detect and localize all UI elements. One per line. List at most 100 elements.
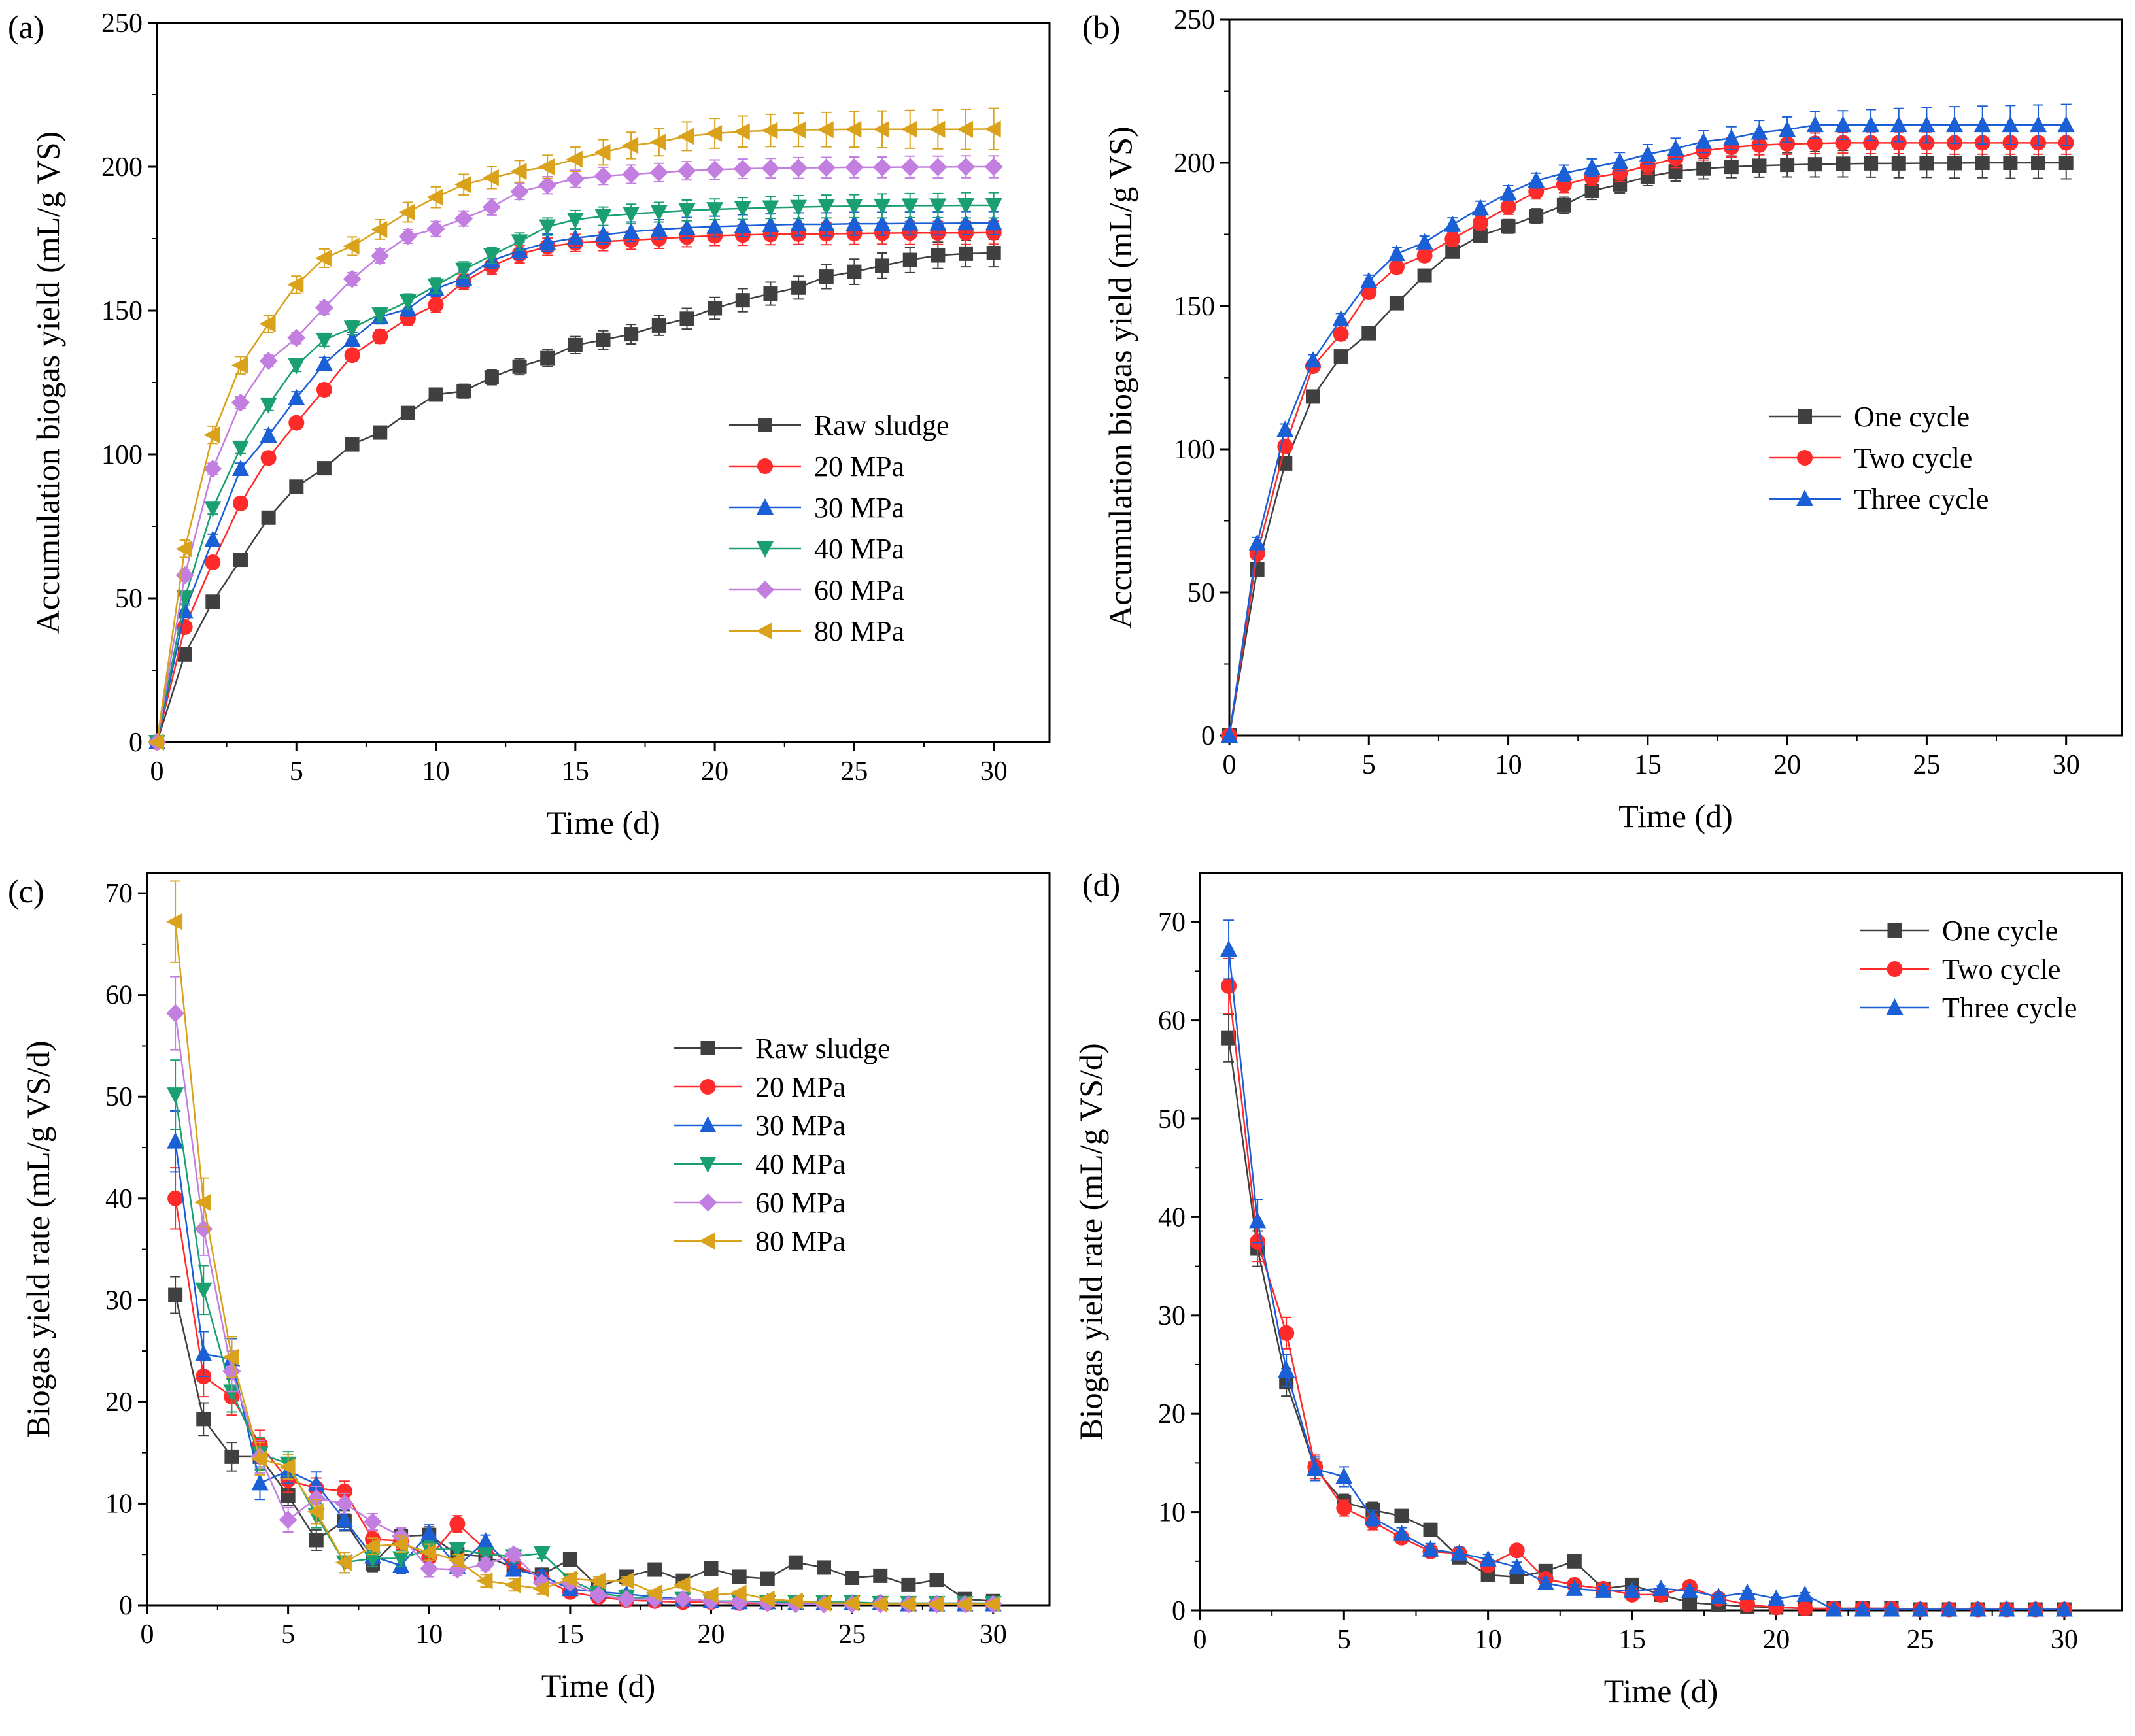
data-point: [2030, 116, 2047, 133]
data-point: [929, 198, 947, 215]
data-point: [1722, 129, 1740, 146]
data-point: [1883, 1600, 1900, 1617]
data-point: [392, 1551, 410, 1568]
y-tick-label: 50: [105, 1082, 133, 1112]
data-point: [594, 225, 612, 242]
data-point: [562, 1552, 577, 1567]
x-tick-label: 25: [838, 1620, 866, 1650]
data-point: [1611, 152, 1629, 169]
series-20-mpa: [167, 1167, 1001, 1612]
data-point: [166, 913, 183, 930]
data-point: [344, 347, 360, 364]
y-tick-label: 20: [1158, 1399, 1186, 1429]
data-point: [1567, 1554, 1582, 1569]
series-one-cycle: [1221, 1013, 2072, 1617]
panel-label: (a): [8, 9, 44, 45]
data-point: [315, 354, 333, 371]
data-point: [288, 358, 305, 375]
data-point: [1364, 1508, 1382, 1525]
y-tick-label: 30: [105, 1285, 133, 1316]
data-point: [223, 1384, 241, 1401]
series-raw-sludge: [168, 1276, 1000, 1608]
data-point: [817, 215, 835, 231]
series-30-mpa: [167, 1110, 1002, 1612]
data-point: [649, 163, 668, 182]
data-point: [1911, 1600, 1929, 1617]
data-point: [231, 460, 249, 476]
x-tick-label: 30: [980, 757, 1008, 787]
data-point: [901, 214, 919, 231]
data-point: [1248, 534, 1266, 551]
data-point: [167, 1087, 184, 1104]
x-tick-label: 5: [290, 757, 303, 787]
data-point: [732, 1569, 747, 1584]
data-point: [679, 311, 694, 326]
data-point: [1537, 1573, 1554, 1590]
data-point: [761, 159, 780, 178]
data-point: [1918, 116, 1936, 133]
y-tick-label: 50: [115, 584, 143, 614]
data-point: [315, 332, 333, 349]
legend-marker: [698, 1193, 717, 1212]
data-point: [176, 590, 194, 607]
data-point: [232, 495, 248, 511]
data-point: [205, 594, 220, 609]
data-point: [1361, 284, 1377, 300]
data-point: [364, 1551, 381, 1568]
data-point: [309, 1533, 324, 1548]
data-point: [1278, 1361, 1295, 1378]
plot-frame: [146, 872, 1051, 1607]
x-tick-label: 5: [1337, 1625, 1351, 1655]
data-point: [364, 1537, 380, 1555]
x-tick-label: 0: [1223, 750, 1237, 780]
data-point: [456, 384, 471, 399]
data-point: [476, 1572, 493, 1590]
data-point: [874, 198, 891, 215]
data-point: [538, 176, 557, 195]
data-point: [1584, 183, 1599, 198]
legend-label: 40 MPa: [755, 1148, 845, 1180]
series-40-mpa: [148, 192, 1002, 751]
series-three-cycle: [1221, 103, 2075, 743]
legend-marker: [1886, 998, 1904, 1015]
y-axis-title: Biogas yield rate (mL/g VS/d): [1072, 1043, 1109, 1440]
legend-label: One cycle: [1854, 401, 1970, 433]
data-point: [1613, 177, 1628, 192]
data-point: [1565, 1579, 1583, 1596]
data-point: [789, 158, 808, 177]
series-20-mpa: [149, 220, 1002, 750]
data-point: [1890, 135, 1907, 151]
data-point: [168, 1287, 183, 1302]
data-point: [594, 209, 612, 226]
data-point: [288, 388, 305, 405]
data-point: [706, 124, 723, 142]
data-point: [959, 246, 974, 261]
data-point: [428, 387, 443, 402]
series-80-mpa: [166, 880, 1000, 1613]
data-point: [817, 1560, 831, 1575]
x-axis-title: Time (d): [1618, 798, 1733, 834]
legend-marker: [700, 1041, 715, 1055]
data-point: [260, 397, 277, 414]
data-point: [224, 1449, 239, 1464]
data-point: [538, 158, 555, 175]
data-point: [1307, 1459, 1324, 1476]
legend: One cycle Two cycle Three cycle: [1860, 915, 2077, 1024]
data-point: [1304, 351, 1322, 368]
data-point: [231, 356, 248, 374]
data-point: [1335, 1467, 1353, 1484]
x-tick-label: 10: [1475, 1625, 1502, 1655]
data-point: [1556, 197, 1571, 213]
legend-label: 30 MPa: [755, 1110, 845, 1142]
y-tick-label: 200: [1174, 148, 1215, 179]
data-point: [203, 426, 220, 444]
legend-marker: [700, 1079, 716, 1095]
data-point: [900, 120, 917, 138]
data-point: [789, 121, 806, 139]
data-point: [1499, 184, 1517, 201]
data-point: [1445, 244, 1460, 259]
data-point: [873, 120, 890, 138]
y-tick-label: 0: [129, 728, 143, 758]
series-line: [174, 921, 993, 1605]
data-point: [900, 158, 919, 177]
